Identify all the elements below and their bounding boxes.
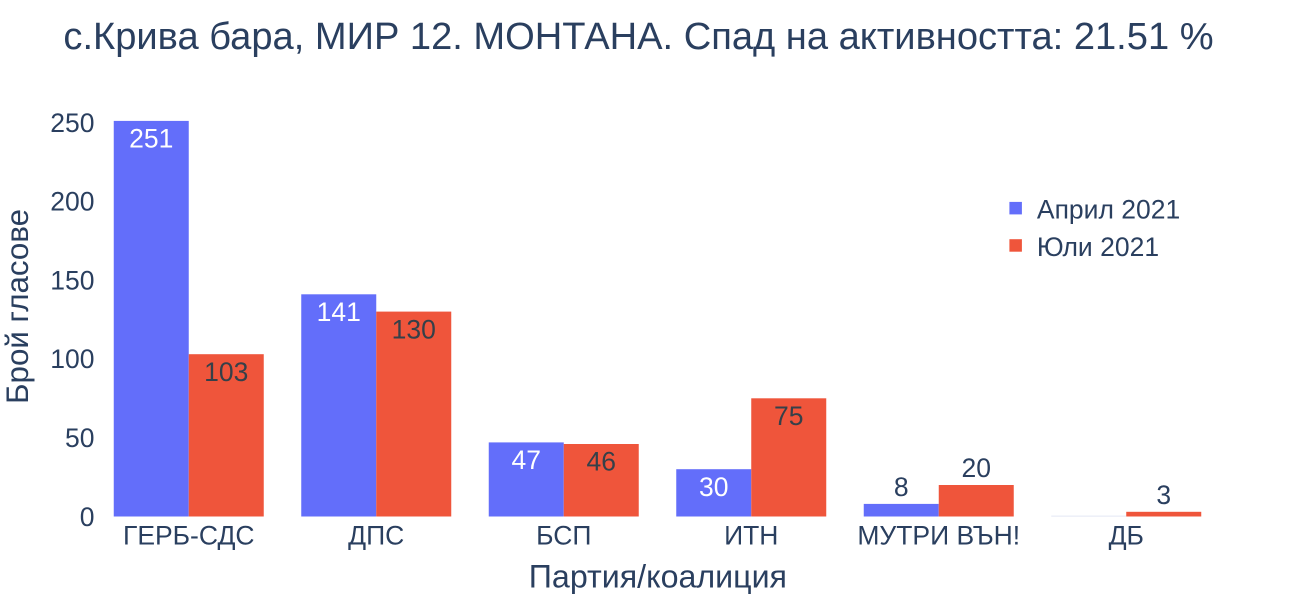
svg-text:0: 0 [80,502,95,532]
svg-text:75: 75 [774,401,803,431]
svg-text:141: 141 [317,297,361,327]
svg-text:46: 46 [587,447,616,477]
svg-text:с.Крива бара, МИР 12. МОНТАНА.: с.Крива бара, МИР 12. МОНТАНА. Спад на а… [63,16,1213,58]
svg-text:30: 30 [699,472,728,502]
svg-text:Юли 2021: Юли 2021 [1037,232,1159,262]
svg-text:3: 3 [1156,480,1171,510]
svg-text:251: 251 [129,124,173,154]
svg-text:ДБ: ДБ [1109,520,1144,550]
svg-text:Брой гласове: Брой гласове [0,209,35,404]
svg-text:БСП: БСП [536,520,591,550]
svg-text:МУТРИ ВЪН!: МУТРИ ВЪН! [857,520,1020,550]
svg-text:Партия/коалиция: Партия/коалиция [529,558,787,594]
svg-text:50: 50 [65,423,94,453]
svg-text:8: 8 [894,472,909,502]
svg-text:ГЕРБ-СДС: ГЕРБ-СДС [123,520,255,550]
svg-text:103: 103 [204,357,248,387]
svg-text:250: 250 [50,108,94,138]
svg-text:100: 100 [50,344,94,374]
svg-text:ДПС: ДПС [348,520,404,550]
svg-text:47: 47 [512,445,541,475]
svg-text:150: 150 [50,265,94,295]
svg-text:130: 130 [392,314,436,344]
svg-text:20: 20 [962,453,991,483]
svg-text:Април 2021: Април 2021 [1037,195,1180,225]
svg-text:ИТН: ИТН [724,520,778,550]
svg-text:200: 200 [50,187,94,217]
